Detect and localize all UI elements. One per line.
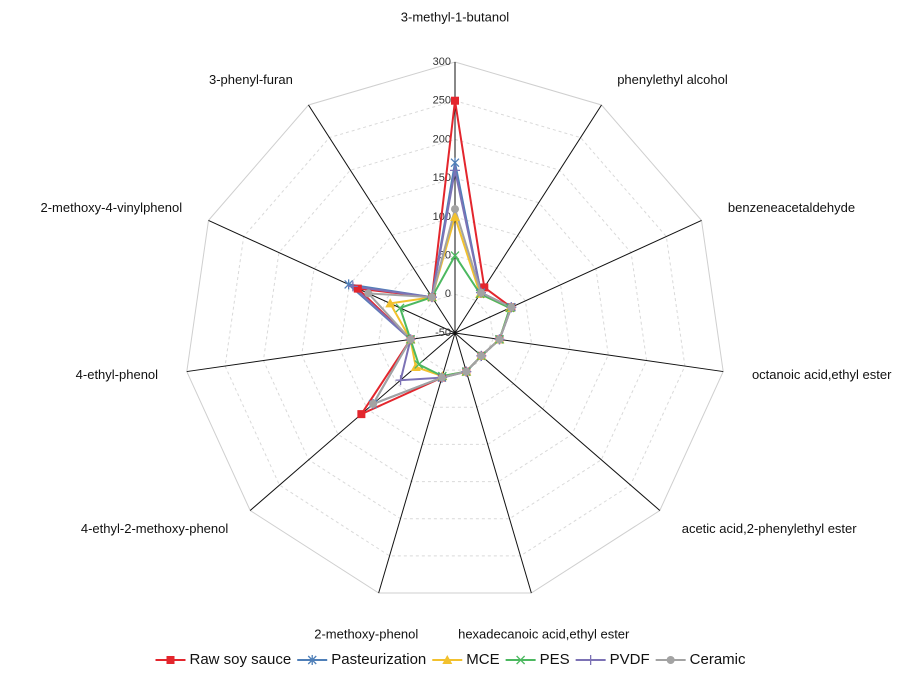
marker-part xyxy=(344,279,354,290)
marker xyxy=(507,303,516,312)
marker-part xyxy=(395,303,405,313)
marker-part xyxy=(480,283,489,292)
marker xyxy=(666,656,675,664)
series-line xyxy=(354,100,513,417)
marker-part xyxy=(451,205,459,214)
marker-part xyxy=(495,335,504,344)
category-label: acetic acid,2-phenylethyl ester xyxy=(682,521,858,536)
marker xyxy=(406,335,415,344)
category-label: octanoic acid,ethyl ester xyxy=(752,367,892,382)
marker-part xyxy=(369,399,378,408)
marker xyxy=(450,211,460,221)
marker-part xyxy=(414,359,424,369)
marker xyxy=(166,656,175,664)
r-tick-label: 0 xyxy=(445,288,451,300)
marker xyxy=(357,410,366,419)
marker-part xyxy=(451,96,459,105)
category-label: 2-methoxy-4-vinylphenol xyxy=(40,200,182,215)
marker-part xyxy=(666,656,675,664)
marker xyxy=(347,281,358,292)
marker-part xyxy=(450,211,460,221)
marker xyxy=(385,298,396,308)
spoke xyxy=(454,104,602,334)
legend-label: Ceramic xyxy=(690,651,746,668)
marker xyxy=(442,655,453,664)
marker xyxy=(369,399,378,408)
marker-part xyxy=(364,289,373,298)
marker xyxy=(450,165,460,176)
marker xyxy=(414,359,424,369)
marker-part xyxy=(395,375,406,386)
marker-part xyxy=(347,281,358,292)
marker xyxy=(353,284,362,293)
marker xyxy=(585,655,596,665)
r-tick-label: 150 xyxy=(433,172,451,184)
category-label: 4-ethyl-phenol xyxy=(76,367,158,382)
category-label: 3-phenyl-furan xyxy=(209,72,293,87)
marker xyxy=(516,655,526,665)
r-tick-label: 250 xyxy=(433,95,451,107)
spoke xyxy=(249,332,456,511)
marker xyxy=(477,351,486,360)
grid-line xyxy=(262,138,648,520)
marker-part xyxy=(307,655,317,665)
marker xyxy=(427,293,436,302)
spoke xyxy=(454,219,702,334)
legend-label: Raw soy sauce xyxy=(190,651,292,668)
legend-label: MCE xyxy=(466,651,499,668)
marker xyxy=(450,251,460,261)
category-label: benzeneacetaldehyde xyxy=(728,200,855,215)
legend-label: PES xyxy=(540,651,570,668)
marker-part xyxy=(450,165,460,176)
category-label: hexadecanoic acid,ethyl ester xyxy=(458,627,630,642)
spoke xyxy=(454,332,661,511)
marker xyxy=(395,303,405,313)
grid-line xyxy=(377,255,533,408)
grid-line xyxy=(186,61,724,594)
r-tick-label: 300 xyxy=(433,56,451,68)
marker-part xyxy=(462,367,471,376)
category-label: 4-ethyl-2-methoxy-phenol xyxy=(81,521,229,536)
spoke xyxy=(454,332,532,594)
marker-part xyxy=(357,410,366,419)
series-line xyxy=(349,170,513,382)
marker xyxy=(344,279,354,290)
marker-part xyxy=(585,655,596,665)
marker-part xyxy=(450,251,460,261)
marker xyxy=(480,283,489,292)
grid-line xyxy=(416,293,494,371)
marker-part xyxy=(406,335,415,344)
marker-part xyxy=(476,288,485,297)
marker xyxy=(451,205,459,214)
marker-part xyxy=(477,351,486,360)
marker-part xyxy=(166,656,175,664)
category-label: phenylethyl alcohol xyxy=(617,72,728,87)
legend-label: Pasteurization xyxy=(331,651,426,668)
category-label: 2-methoxy-phenol xyxy=(314,627,418,642)
marker-part xyxy=(437,373,446,382)
marker-part xyxy=(507,303,516,312)
marker xyxy=(364,289,373,298)
marker xyxy=(495,335,504,344)
marker xyxy=(476,288,485,297)
marker-part xyxy=(353,284,362,293)
r-tick-label: -50 xyxy=(435,327,451,339)
grid-line xyxy=(301,177,609,483)
marker-part xyxy=(442,655,453,664)
spoke xyxy=(208,219,456,334)
marker xyxy=(437,373,446,382)
r-tick-label: 200 xyxy=(433,133,451,145)
marker-part xyxy=(427,293,436,302)
marker xyxy=(451,96,459,105)
marker xyxy=(462,367,471,376)
marker xyxy=(307,655,317,665)
marker-part xyxy=(385,298,396,308)
category-label: 3-methyl-1-butanol xyxy=(401,9,509,24)
marker xyxy=(395,375,406,386)
legend-label: PVDF xyxy=(610,651,650,668)
marker-part xyxy=(516,655,526,665)
